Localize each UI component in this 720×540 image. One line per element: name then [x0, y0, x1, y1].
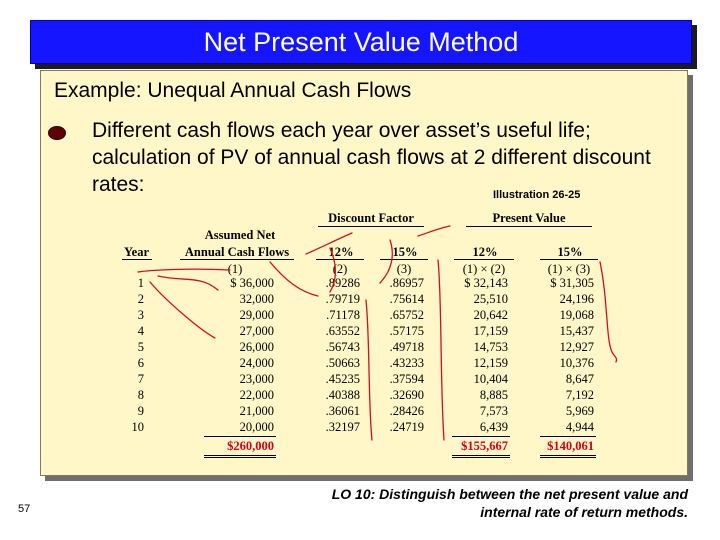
slide-title: Net Present Value Method: [203, 27, 519, 57]
content-panel: Example: Unequal Annual Cash Flows Diffe…: [40, 70, 688, 476]
illustration-label: Illustration 26-25: [493, 189, 581, 201]
learning-objective-line2: internal rate of return methods.: [480, 504, 688, 520]
bullet-icon: [48, 126, 66, 140]
panel-heading: Example: Unequal Annual Cash Flows: [54, 79, 412, 102]
learning-objective-line1: LO 10: Distinguish between the net prese…: [331, 486, 688, 502]
learning-objective: LO 10: Distinguish between the net prese…: [228, 485, 688, 521]
title-bar: Net Present Value Method: [30, 20, 692, 64]
page-number: 57: [18, 503, 31, 515]
bullet-text: Different cash flows each year over asse…: [92, 119, 651, 196]
